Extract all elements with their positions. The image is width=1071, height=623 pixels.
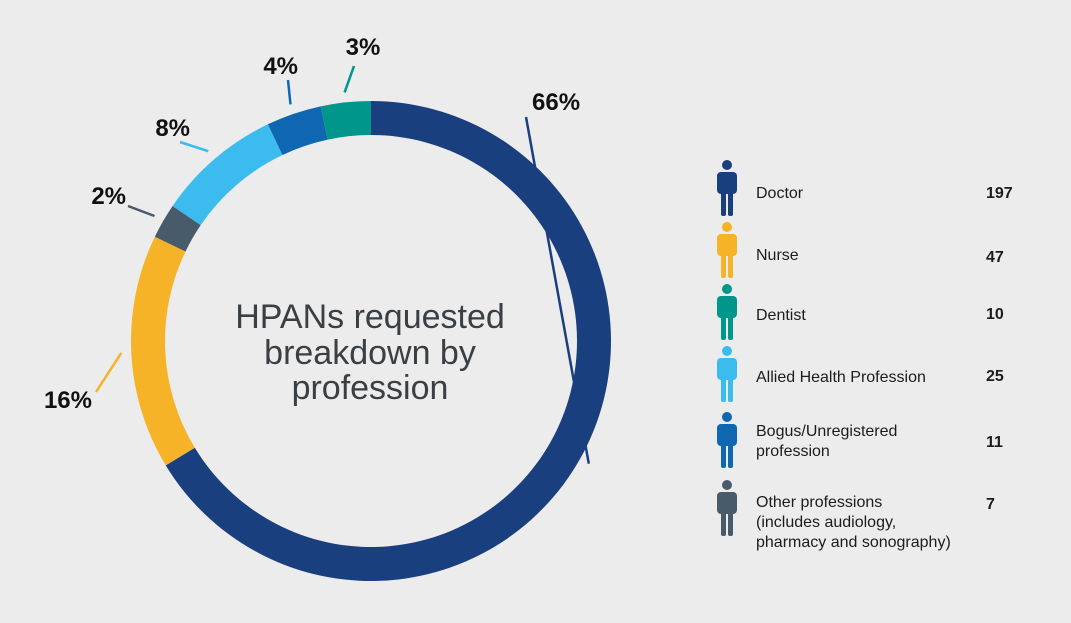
- legend-value: 7: [986, 496, 995, 513]
- legend-label: Dentist: [756, 306, 996, 326]
- person-icon: [717, 480, 737, 536]
- percent-label: 4%: [263, 53, 298, 80]
- legend-label-line: Doctor: [756, 185, 804, 202]
- legend-label-line: Bogus/Unregistered: [756, 423, 898, 440]
- legend-value: 25: [986, 368, 1004, 385]
- leader-line: [127, 204, 155, 218]
- donut-slice: [172, 124, 283, 226]
- chart-title-line: HPANs requested: [235, 298, 505, 336]
- legend-label-line: profession: [756, 443, 830, 460]
- leader-line: [343, 65, 356, 93]
- chart-title-line: profession: [291, 369, 449, 408]
- chart-title-line: breakdown by: [264, 333, 476, 372]
- legend-label: Other professions (includes audiology, p…: [756, 493, 996, 553]
- leader-line: [524, 116, 591, 464]
- donut-slice: [320, 101, 371, 140]
- percent-label: 3%: [346, 34, 381, 61]
- donut-slice: [131, 236, 195, 466]
- legend-label-line: Allied Health Profession: [756, 369, 926, 386]
- person-icon: [717, 222, 737, 278]
- chart-title: HPANs requested breakdown by profession: [200, 298, 540, 408]
- legend: Doctor 197 Nurse 47 Dentist 10: [700, 0, 1060, 623]
- person-icon: [717, 346, 737, 402]
- legend-value: 11: [986, 434, 1003, 451]
- legend-label-line: Dentist: [756, 307, 806, 324]
- legend-label: Nurse: [756, 246, 996, 266]
- legend-value: 197: [986, 185, 1013, 202]
- leader-line: [179, 140, 209, 153]
- percent-label: 2%: [91, 183, 126, 210]
- donut-slice: [154, 205, 201, 252]
- percent-label: 66%: [532, 89, 580, 116]
- donut-slice: [267, 106, 328, 155]
- legend-label: Doctor: [756, 184, 996, 204]
- leader-line: [94, 352, 123, 393]
- legend-value: 10: [986, 306, 1004, 323]
- percent-label: 16%: [44, 387, 92, 414]
- person-icon: [717, 284, 737, 340]
- person-icon: [717, 412, 737, 468]
- percent-label: 8%: [155, 115, 190, 142]
- legend-label: Bogus/Unregistered profession: [756, 422, 996, 462]
- legend-label-line: Other professions: [756, 494, 883, 511]
- legend-value: 47: [986, 249, 1004, 266]
- person-icon: [717, 160, 737, 216]
- leader-line: [286, 79, 292, 105]
- legend-label-line: Nurse: [756, 247, 799, 264]
- legend-label: Allied Health Profession: [756, 368, 996, 388]
- legend-label-line: (includes audiology,: [756, 514, 897, 531]
- legend-label-line: pharmacy and sonography): [756, 534, 951, 551]
